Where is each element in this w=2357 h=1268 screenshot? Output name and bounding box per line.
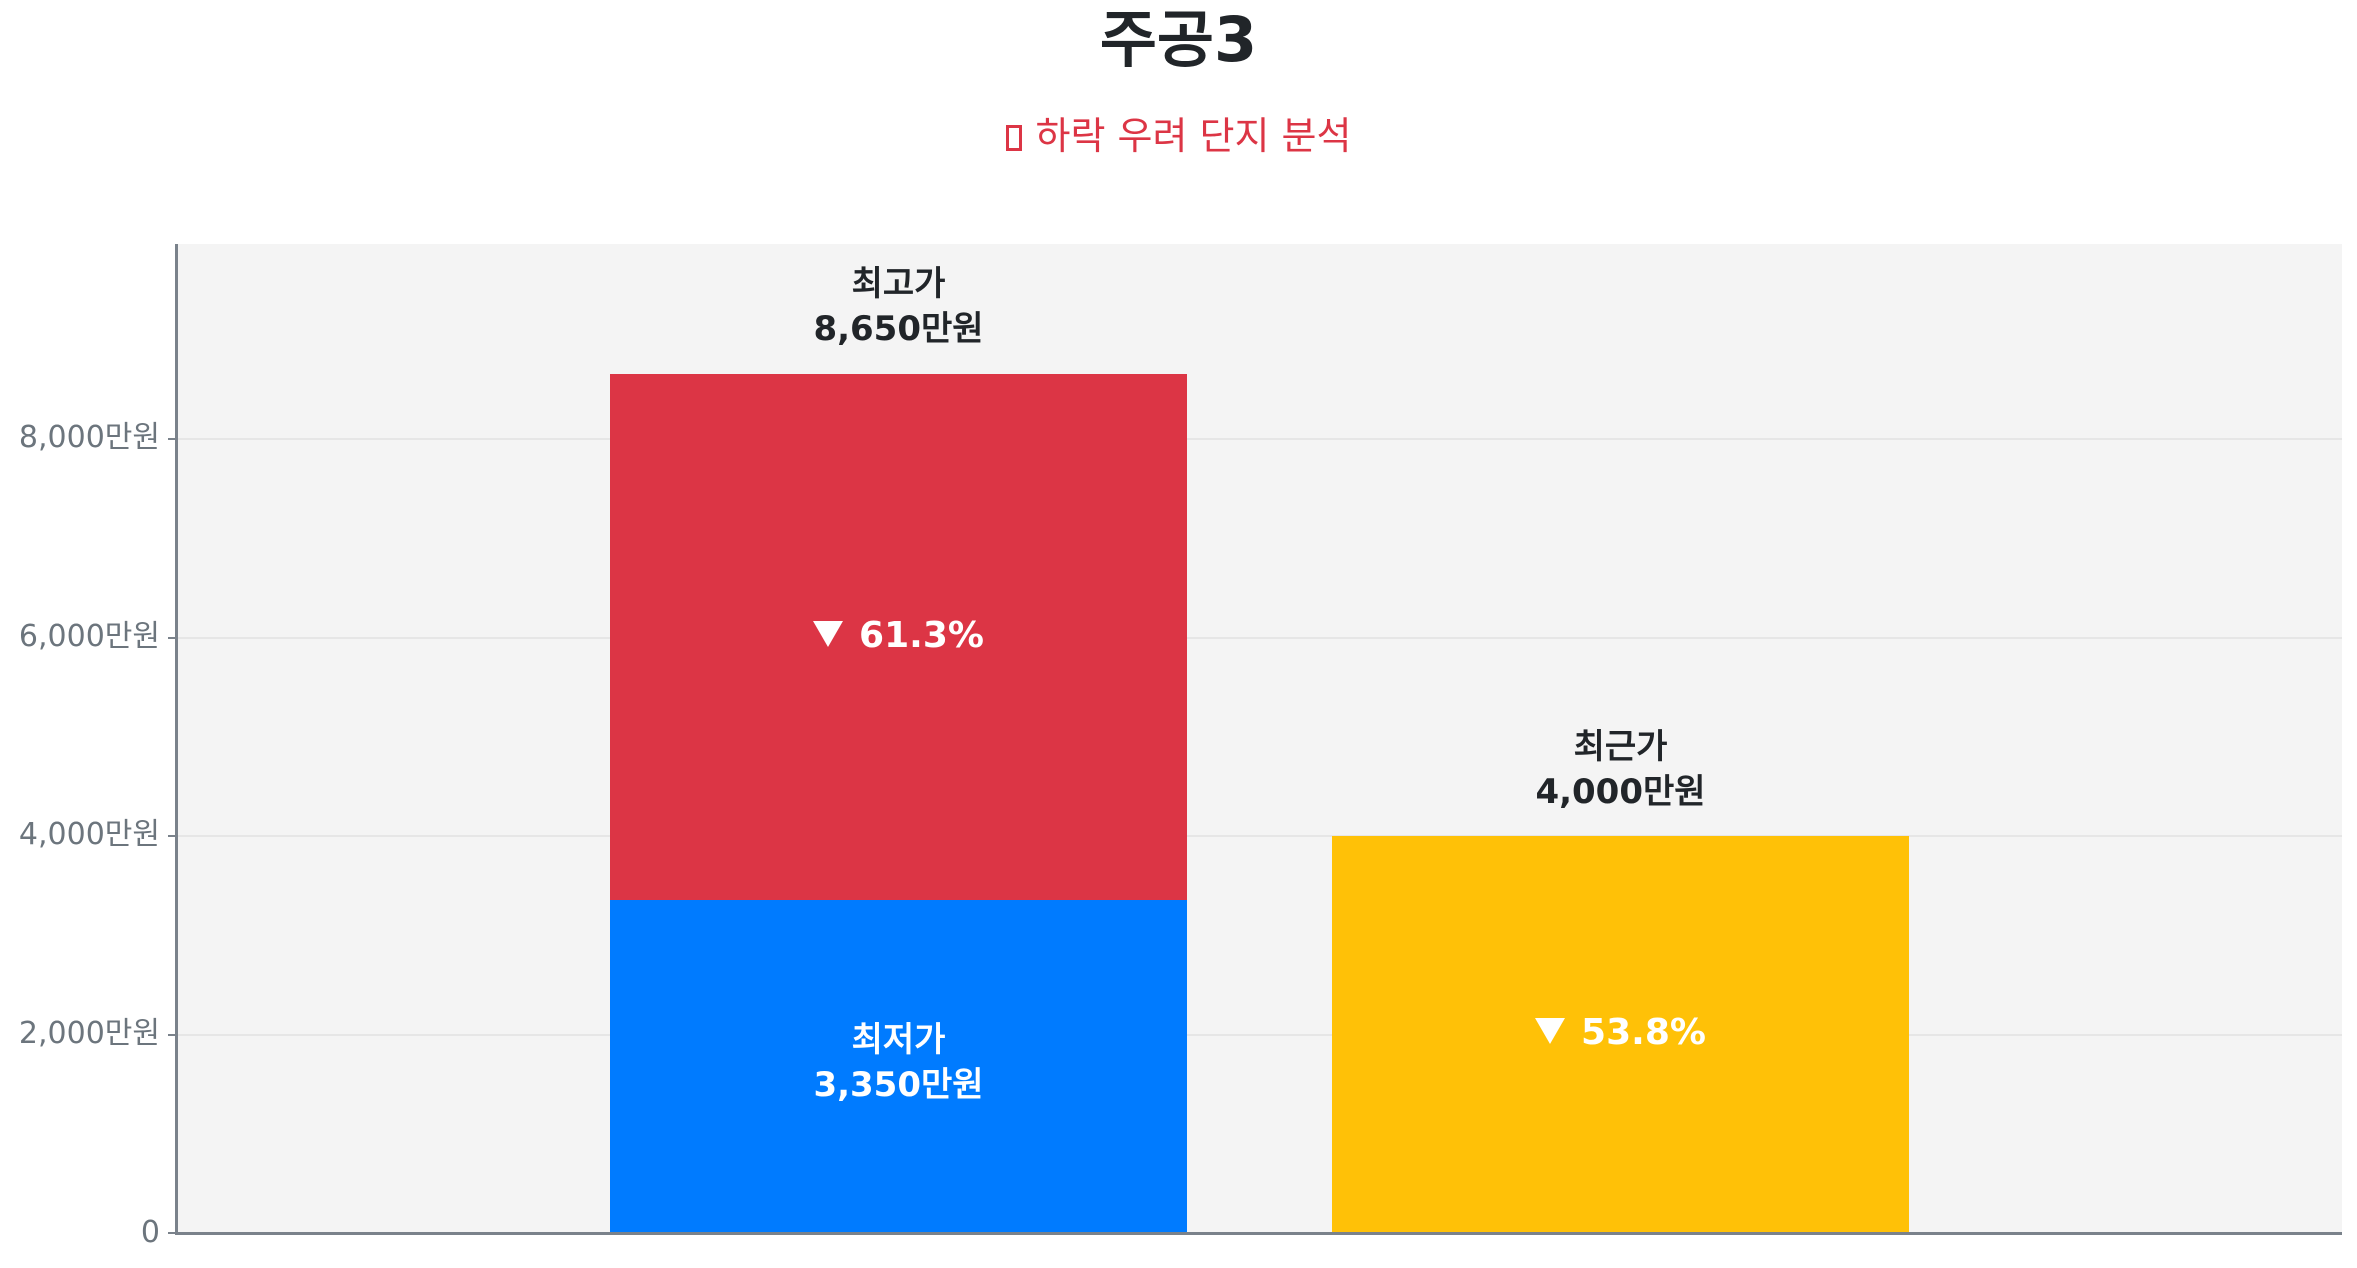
recent-price-title: 최근가	[1573, 727, 1668, 767]
max-drop-annotation: 61.3%	[610, 614, 1187, 658]
y-tick-label-2000: 2,000만원	[18, 1016, 160, 1051]
min-price-title: 최저가	[851, 1020, 946, 1060]
y-tick-6000	[168, 637, 177, 639]
min-price-label: 최저가 3,350만원	[610, 1018, 1187, 1108]
chart-subtitle: 하락 우려 단지 분석	[0, 110, 2357, 162]
recent-drop-annotation: 53.8%	[1332, 1011, 1909, 1055]
bar-min-price[interactable]	[610, 900, 1187, 1233]
y-axis-line	[175, 244, 178, 1235]
bar-max-price[interactable]	[610, 374, 1187, 901]
gridline-2000	[177, 1034, 2342, 1036]
y-tick-label-4000: 4,000만원	[18, 817, 160, 852]
y-tick-0	[168, 1232, 177, 1234]
max-drop-pct: 61.3%	[859, 615, 984, 656]
gridline-6000	[177, 637, 2342, 639]
y-tick-label-6000: 6,000만원	[18, 619, 160, 654]
y-tick-2000	[168, 1034, 177, 1036]
recent-price-label: 최근가 4,000만원	[1332, 725, 1909, 815]
recent-drop-pct: 53.8%	[1581, 1012, 1706, 1053]
warning-icon	[1005, 125, 1022, 151]
min-price-value: 3,350만원	[813, 1065, 984, 1105]
recent-price-value: 4,000만원	[1535, 772, 1706, 812]
x-axis-line	[175, 1232, 2342, 1235]
chart-title: 주공3	[1099, 3, 1258, 76]
max-price-title: 최고가	[851, 264, 946, 304]
down-triangle-icon	[813, 621, 844, 647]
y-tick-4000	[168, 835, 177, 837]
max-price-label: 최고가 8,650만원	[610, 262, 1187, 352]
y-tick-label-0: 0	[140, 1215, 160, 1250]
y-tick-label-8000: 8,000만원	[18, 420, 160, 455]
gridline-4000	[177, 835, 2342, 837]
y-tick-8000	[168, 438, 177, 440]
gridline-8000	[177, 438, 2342, 440]
max-price-value: 8,650만원	[813, 309, 984, 349]
plot-area	[177, 244, 2342, 1233]
subtitle-text: 하락 우려 단지 분석	[1035, 114, 1352, 158]
bar-recent-price[interactable]	[1332, 836, 1909, 1233]
down-triangle-icon	[1535, 1018, 1566, 1044]
